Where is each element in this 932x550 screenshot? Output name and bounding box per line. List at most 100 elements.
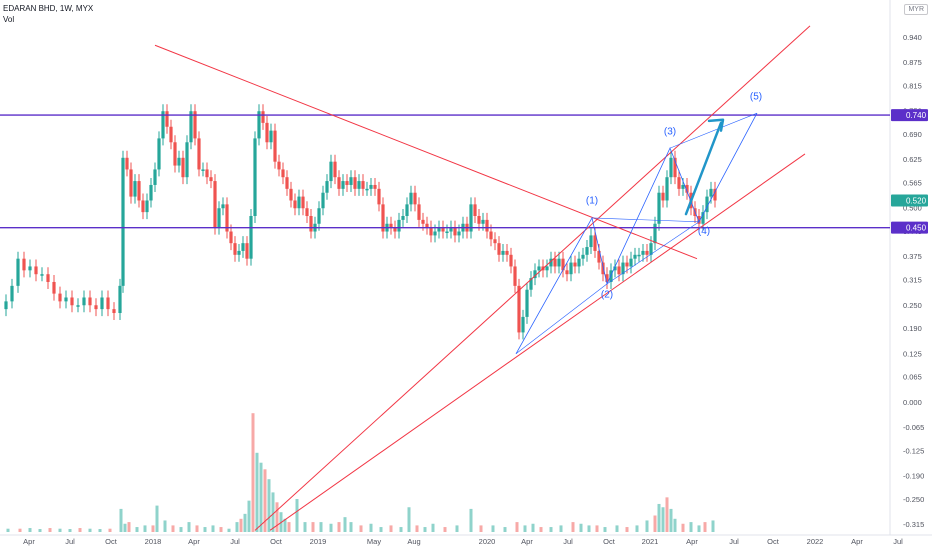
candle-body [88,297,92,306]
x-tick-label: Apr [188,537,200,546]
x-tick-label: Oct [105,537,118,546]
x-tick-label: Apr [686,537,698,546]
volume-bar [379,527,383,532]
candle-body [301,196,305,209]
volume-bar [163,520,167,532]
candle-body [589,235,593,248]
volume-bar [227,528,231,532]
trendline [269,153,806,531]
candle-body [106,297,110,310]
candle-body [525,289,529,317]
candle-body [173,142,177,166]
wave-path [515,112,758,354]
candle-body [401,216,405,220]
y-tick-label: 0.190 [903,324,922,333]
trend-drawings[interactable]: (1) (2) (3) (4) (5) [0,25,890,531]
projection-arrow [684,121,723,216]
currency-badge[interactable]: MYR [904,4,928,15]
candle-body [137,181,141,201]
candle-body [441,227,445,232]
candle-body [569,262,573,275]
candle-body [221,204,225,209]
candle-body [517,285,521,333]
candle-body [481,219,485,224]
volume-bar [595,525,599,532]
candle-body [217,208,221,228]
candle-body [713,188,717,201]
volume-bar [603,527,607,532]
volume-bar [88,528,92,532]
candle-body [637,254,641,257]
candle-body [501,250,505,255]
candle-body [561,258,565,271]
candle-body [345,181,349,185]
volume-bar [311,522,315,532]
candle-body [469,204,473,232]
candle-body [657,192,661,224]
candle-body [577,258,581,267]
volume-bar [579,523,583,532]
volume-bar [68,529,72,532]
y-tick-label: -0.065 [903,423,924,432]
volume-bar [243,513,247,532]
volume-bar [469,508,473,532]
candle-body [309,216,313,232]
volume-bar [491,525,495,532]
candle-body [617,266,621,275]
volume-bar [711,520,715,532]
candle-body [497,243,501,255]
price-candles [4,104,717,340]
volume-bar [239,518,243,532]
candle-body [613,266,617,271]
candle-body [112,309,116,314]
volume-bar [219,527,223,532]
price-axis[interactable]: 0.9400.8750.8150.7500.6900.6250.5650.500… [891,33,928,529]
candle-body [641,250,645,255]
candle-body [229,231,233,244]
volume-bar [681,523,685,532]
volume-bar [211,525,215,532]
candle-body [333,161,337,178]
candle-body [601,262,605,275]
candle-body [389,223,393,228]
candle-body [625,262,629,267]
x-tick-label: 2021 [642,537,659,546]
volume-bar [303,522,307,532]
volume-bar [38,529,42,532]
candle-body [353,177,357,189]
volume-bar [271,492,275,532]
volume-bar [531,523,535,532]
candle-body [341,181,345,189]
candle-body [645,250,649,255]
candle-body [141,200,145,213]
volume-bar [515,522,519,532]
x-tick-label: Apr [521,537,533,546]
volume-bar [58,528,62,532]
candle-body [649,243,653,255]
x-tick-label: Oct [270,537,283,546]
candle-body [573,262,577,267]
volume-bar [171,525,175,532]
candle-body [697,216,701,224]
volume-bar [665,497,669,532]
volume-bar [661,507,665,532]
x-tick-label: 2018 [145,537,162,546]
x-tick-label: Apr [851,537,863,546]
x-tick-label: 2019 [310,537,327,546]
time-axis[interactable]: Apr Jul Oct 2018 Apr Jul Oct 2019 May Aug 2020 Apr J… [23,537,903,546]
candle-body [52,281,56,294]
candle-body [505,250,509,255]
price-label-box [891,109,928,122]
candle-body [153,169,157,185]
volume-bar [407,507,411,532]
y-tick-label: 0.125 [903,349,922,358]
candle-body [133,181,137,197]
candle-body [677,177,681,189]
volume-bar [653,515,657,532]
volume-bar [319,522,323,532]
candle-body [365,188,369,191]
volume-bar [283,518,287,532]
candle-body [545,266,549,271]
candle-body [58,293,62,302]
